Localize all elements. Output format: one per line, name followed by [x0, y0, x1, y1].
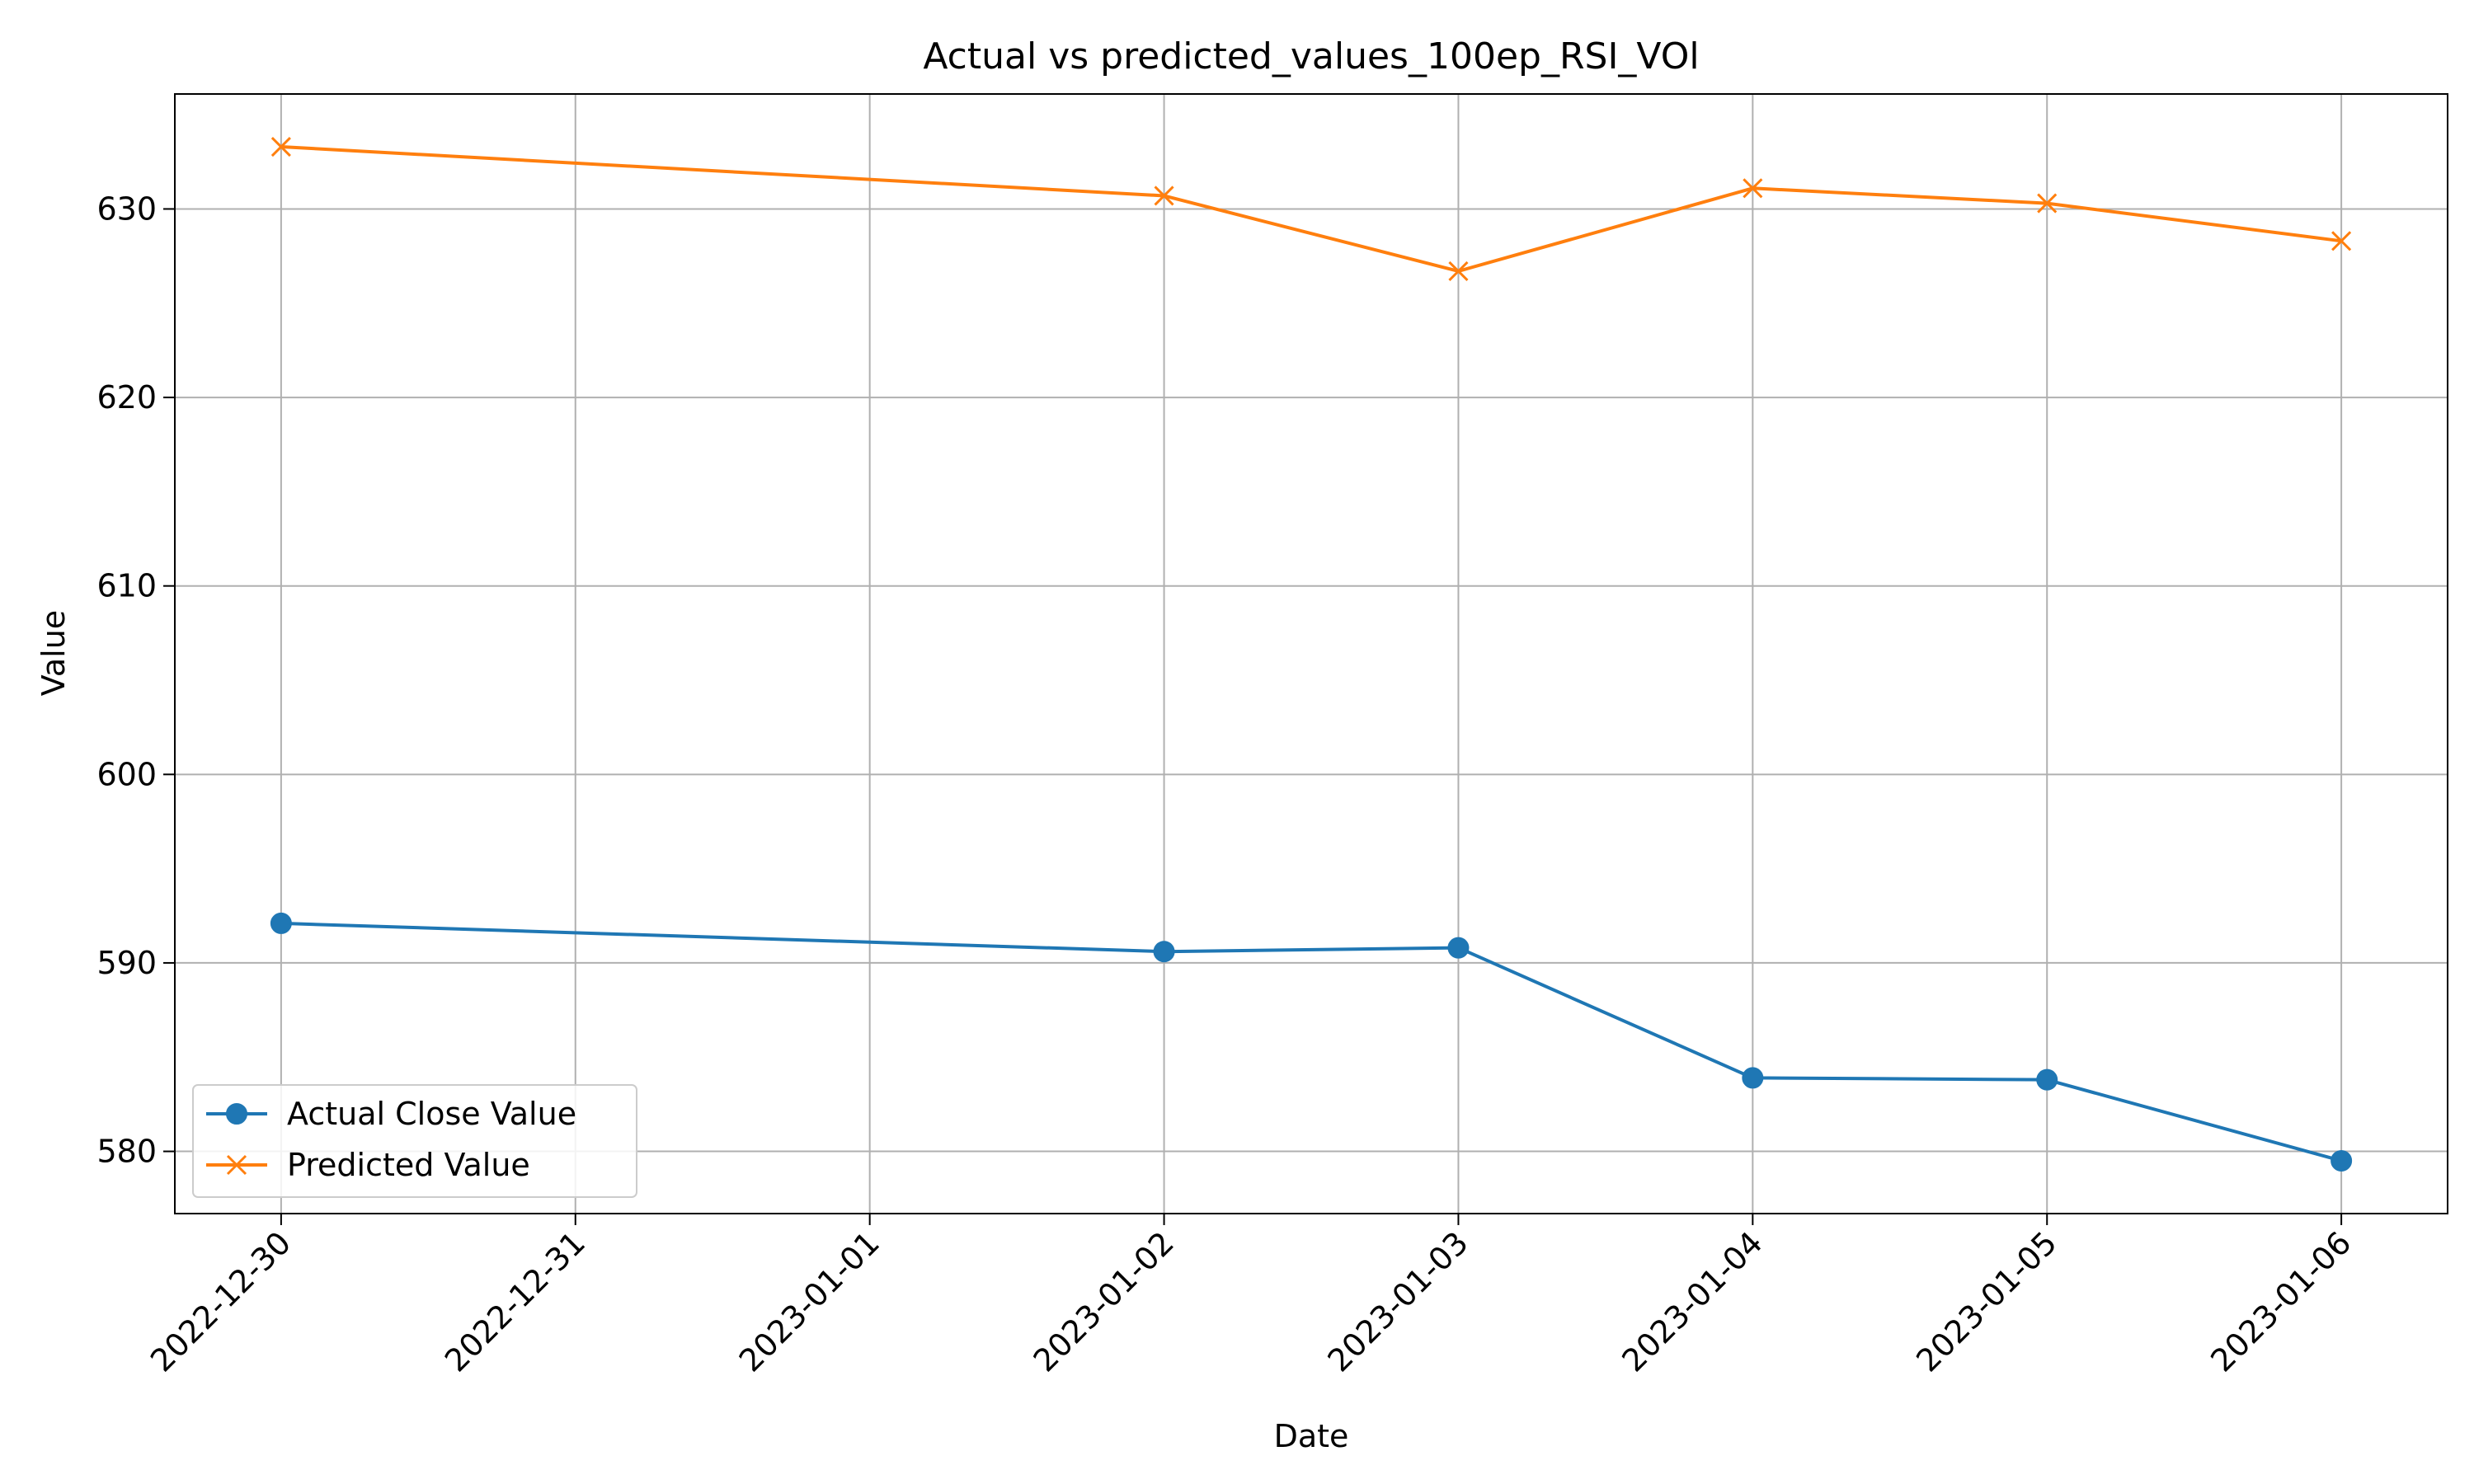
- grid-lines: [175, 94, 2448, 1214]
- y-tick-label: 630: [96, 190, 157, 227]
- y-axis-label: Value: [35, 610, 72, 696]
- data-point: [270, 912, 292, 934]
- data-point: [2037, 193, 2058, 214]
- series-actual-close-value: [270, 912, 2353, 1172]
- legend-label: Actual Close Value: [287, 1096, 576, 1132]
- legend-box: [192, 1084, 637, 1198]
- legend-marker: [226, 1154, 247, 1176]
- y-tick-label: 620: [96, 379, 157, 416]
- data-point: [1742, 1067, 1764, 1089]
- data-point: [1447, 937, 1470, 959]
- y-tick-label: 580: [96, 1134, 157, 1170]
- legend-label: Predicted Value: [287, 1147, 530, 1183]
- legend-marker: [226, 1103, 247, 1125]
- series-lines: [270, 136, 2353, 1172]
- series-line: [280, 145, 2342, 273]
- y-tick-label: 610: [96, 568, 157, 604]
- data-point: [1154, 186, 1174, 206]
- legend: Actual Close Value Predicted Value: [192, 1084, 637, 1198]
- data-point: [1448, 261, 1469, 281]
- y-tick-label: 590: [96, 945, 157, 981]
- y-tick-label: 600: [96, 756, 157, 792]
- data-point: [1743, 178, 1763, 199]
- data-point: [2331, 1149, 2353, 1172]
- series-predicted-value: [270, 136, 2352, 281]
- data-point: [2036, 1068, 2058, 1091]
- data-point: [270, 136, 291, 157]
- chart-title: Actual vs predicted_values_100ep_RSI_VOl: [923, 35, 1699, 77]
- plot-frame: [174, 93, 2448, 1214]
- x-axis-label: Date: [1274, 1418, 1349, 1454]
- data-point: [1153, 941, 1175, 963]
- data-point: [2331, 231, 2352, 251]
- series-line: [280, 921, 2342, 1162]
